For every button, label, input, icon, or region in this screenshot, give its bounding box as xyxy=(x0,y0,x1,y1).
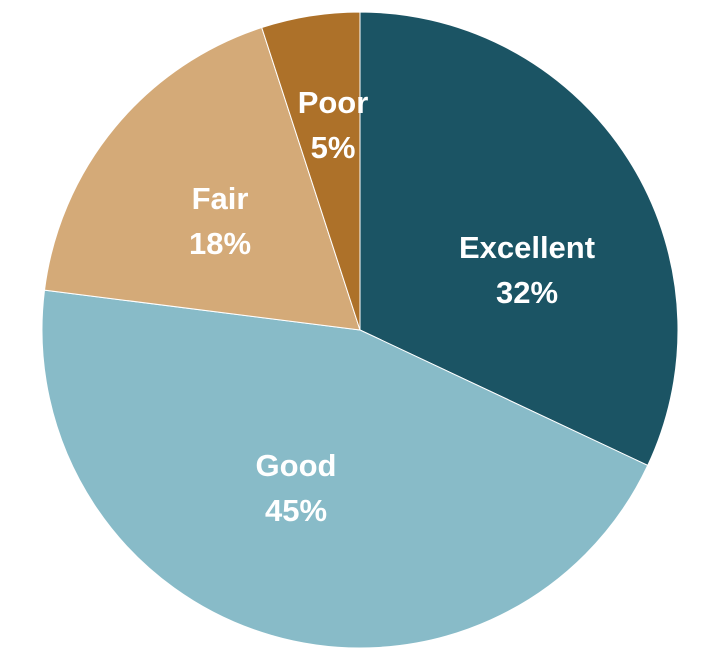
slice-label-excellent: Excellent xyxy=(459,230,595,265)
pie-slice-poor xyxy=(261,11,361,331)
slice-value-poor: 5% xyxy=(311,130,356,165)
slice-value-excellent: 32% xyxy=(496,275,558,310)
slice-label-poor: Poor xyxy=(298,85,369,120)
pie-slice-good xyxy=(41,289,649,649)
pie-slice-excellent xyxy=(359,11,679,467)
slice-value-fair: 18% xyxy=(189,226,251,261)
slice-label-good: Good xyxy=(256,448,337,483)
slice-value-good: 45% xyxy=(265,493,327,528)
pie-slice-fair xyxy=(43,26,361,331)
slice-label-fair: Fair xyxy=(192,181,249,216)
